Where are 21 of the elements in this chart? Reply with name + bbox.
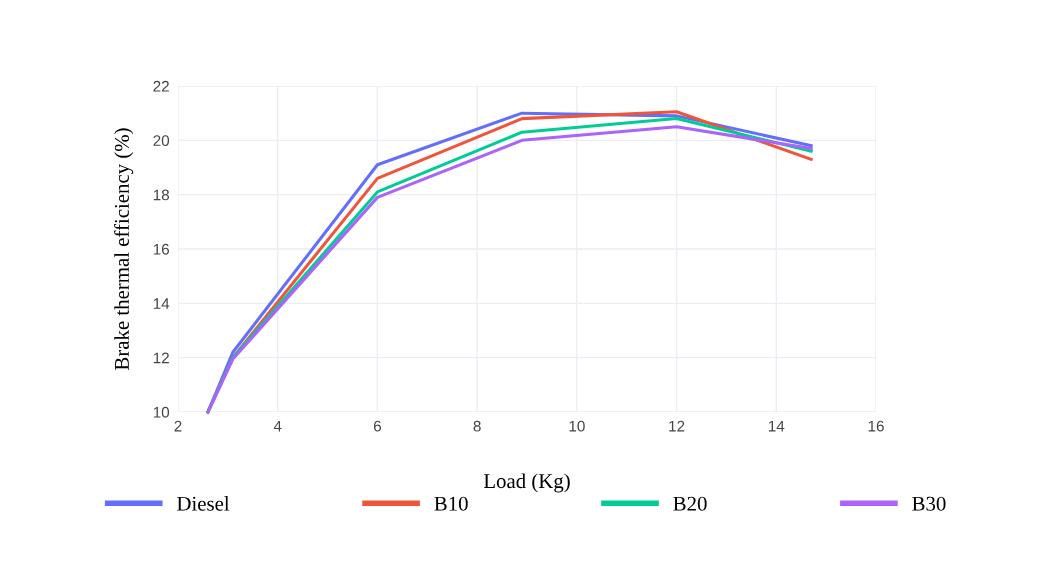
y-axis-title: Brake thermal efficiency (%) bbox=[114, 128, 134, 370]
y-tick-label: 10 bbox=[153, 406, 170, 418]
y-tick-label: 16 bbox=[153, 243, 169, 255]
legend-label: Diesel bbox=[177, 496, 230, 511]
x-tick-label: 10 bbox=[569, 420, 585, 432]
x-tick-label: 4 bbox=[273, 420, 282, 432]
legend-label: B30 bbox=[912, 496, 946, 511]
legend-label: B10 bbox=[434, 496, 468, 511]
x-tick-label: 14 bbox=[768, 420, 785, 432]
x-tick-label: 2 bbox=[174, 420, 182, 432]
x-tick-label: 12 bbox=[669, 420, 685, 432]
x-tick-label: 6 bbox=[373, 420, 382, 432]
y-tick-label: 12 bbox=[153, 352, 169, 364]
y-tick-label: 20 bbox=[153, 135, 170, 147]
x-tick-label: 16 bbox=[868, 420, 884, 432]
y-tick-label: 18 bbox=[153, 189, 169, 201]
x-tick-label: 8 bbox=[473, 420, 481, 432]
legend-label: B20 bbox=[673, 496, 707, 511]
y-tick-label: 22 bbox=[153, 80, 169, 92]
y-tick-label: 14 bbox=[153, 298, 170, 309]
x-axis-title: Load (Kg) bbox=[483, 473, 570, 493]
